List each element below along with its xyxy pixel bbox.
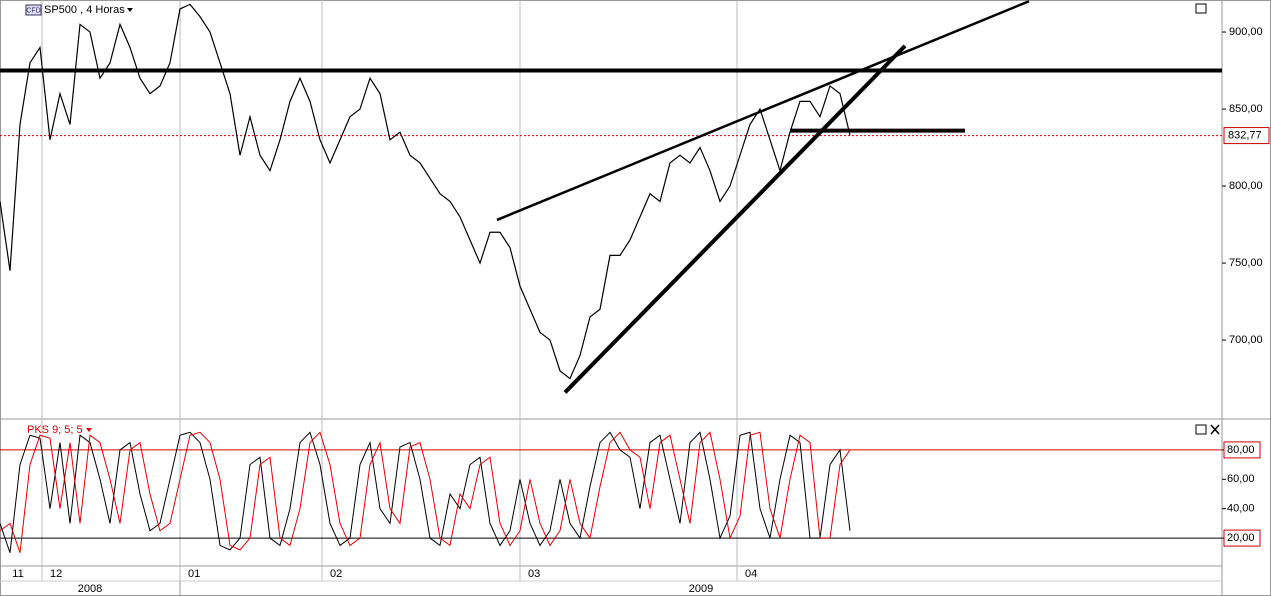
- last-price-box: [1223, 127, 1270, 145]
- x-tick-label: 02: [330, 568, 342, 580]
- year-label: 2008: [78, 583, 102, 595]
- price-line: [0, 3, 851, 380]
- trendline: [563, 44, 907, 394]
- y-tick-label: 20,00: [1227, 532, 1255, 544]
- trendline: [496, 0, 1030, 222]
- y-tick-label: 750,00: [1229, 257, 1263, 269]
- x-tick-label: 12: [50, 568, 62, 580]
- maximize-button[interactable]: [1195, 424, 1207, 435]
- oscillator-line: [0, 431, 851, 553]
- oscillator-line: [0, 431, 851, 553]
- y-tick-label: 800,00: [1229, 180, 1263, 192]
- x-tick-label: 03: [528, 568, 540, 580]
- close-button[interactable]: [1210, 424, 1220, 435]
- level-box: [1223, 441, 1261, 459]
- indicator-title: PKS 9; 5; 5: [27, 424, 83, 436]
- level-box: [1223, 529, 1261, 547]
- x-tick-label: 04: [745, 568, 757, 580]
- x-tick-label: 11: [12, 568, 23, 580]
- last-price-label: 832,77: [1228, 129, 1262, 141]
- y-tick-label: 900,00: [1229, 26, 1263, 38]
- dropdown[interactable]: [127, 8, 133, 12]
- year-label: 2009: [689, 583, 713, 595]
- y-tick-label: 80,00: [1227, 444, 1255, 456]
- x-tick-label: 01: [188, 568, 200, 580]
- y-tick-label: 40,00: [1227, 503, 1255, 515]
- badge: CFD: [26, 7, 40, 14]
- y-tick-label: 60,00: [1227, 473, 1255, 485]
- y-tick-label: 700,00: [1229, 334, 1263, 346]
- chart-title: SP500 , 4 Horas: [44, 4, 125, 16]
- maximize-button[interactable]: [1195, 3, 1207, 14]
- y-tick-label: 850,00: [1229, 103, 1263, 115]
- badge-box: [25, 4, 42, 16]
- dropdown[interactable]: [86, 428, 92, 432]
